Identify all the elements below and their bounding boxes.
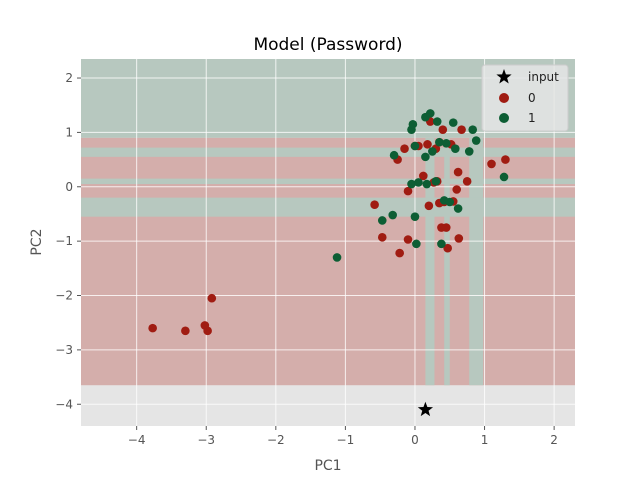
- point-1: [435, 137, 444, 147]
- legend-marker-input: [496, 69, 512, 84]
- decision-region-1-column: [425, 137, 435, 386]
- y-tick-label: 1: [65, 125, 73, 139]
- point-0: [441, 223, 451, 232]
- point-0: [207, 293, 217, 303]
- point-0: [424, 201, 434, 211]
- legend-label-input: input: [528, 70, 559, 84]
- x-axis-label: PC1: [314, 458, 341, 474]
- decision-region-1-row: [81, 147, 575, 157]
- y-tick-label: −4: [55, 397, 73, 411]
- decision-region-1-column: [469, 137, 484, 386]
- x-tick-label: −4: [128, 433, 146, 447]
- point-1: [414, 178, 423, 187]
- series-input: [417, 401, 434, 417]
- chart-title: Model (Password): [253, 35, 402, 55]
- series-1: [332, 109, 509, 262]
- x-axis: −4 −3 −2 −1 0 1 2: [128, 426, 558, 447]
- point-0: [438, 125, 448, 134]
- point-0: [423, 140, 432, 149]
- x-tick-label: −1: [337, 433, 355, 447]
- legend-marker-0: [499, 93, 509, 103]
- point-1: [407, 179, 416, 189]
- point-0: [370, 200, 379, 210]
- legend-label-0: 0: [528, 91, 536, 105]
- point-1: [332, 253, 342, 262]
- y-axis-label: PC2: [29, 228, 45, 255]
- point-1: [453, 204, 463, 213]
- point-0: [395, 248, 404, 258]
- decision-region-1-row: [81, 178, 575, 185]
- x-tick-label: 0: [411, 433, 419, 447]
- decision-region-1-column: [444, 137, 450, 386]
- point-1: [437, 239, 446, 249]
- point-0: [377, 233, 387, 242]
- point-0: [203, 326, 212, 336]
- point-1: [499, 172, 509, 182]
- point-0: [454, 234, 464, 243]
- point-0: [403, 186, 413, 196]
- point-1: [441, 138, 451, 148]
- point-1: [468, 125, 478, 134]
- point-0: [400, 144, 409, 154]
- point-1: [421, 152, 430, 162]
- point-0: [181, 326, 190, 336]
- point-input: [417, 401, 434, 417]
- point-0: [457, 125, 466, 134]
- point-1: [412, 239, 421, 249]
- point-1: [388, 210, 398, 220]
- point-1: [448, 118, 458, 127]
- point-1: [408, 119, 418, 129]
- point-0: [452, 185, 462, 194]
- point-1: [432, 117, 442, 126]
- x-tick-label: −2: [267, 433, 285, 447]
- y-tick-label: 2: [65, 71, 73, 85]
- legend-label-1: 1: [528, 111, 536, 125]
- y-tick-label: 0: [65, 180, 73, 194]
- point-1: [425, 109, 435, 118]
- y-tick-label: −2: [55, 289, 73, 303]
- y-axis: −4 −3 −2 −1 0 1 2: [55, 71, 81, 411]
- point-0: [148, 323, 157, 333]
- y-tick-label: −3: [55, 343, 73, 357]
- point-1: [410, 212, 420, 221]
- decision-region-1-row: [81, 197, 575, 217]
- point-1: [431, 177, 441, 186]
- point-0: [419, 171, 428, 181]
- point-0: [462, 177, 472, 186]
- point-1: [445, 197, 455, 207]
- point-1: [389, 150, 399, 160]
- x-tick-label: 2: [550, 433, 558, 447]
- point-1: [428, 147, 437, 156]
- point-0: [501, 155, 510, 164]
- point-1: [377, 216, 387, 225]
- point-1: [464, 147, 474, 156]
- x-tick-label: −3: [197, 433, 215, 447]
- point-0: [403, 235, 413, 244]
- point-0: [487, 159, 496, 169]
- legend-marker-1: [499, 113, 509, 123]
- point-1: [422, 179, 432, 189]
- point-0: [453, 167, 463, 177]
- legend: input 0 1: [481, 64, 569, 132]
- y-tick-label: −1: [55, 234, 73, 248]
- point-1: [471, 136, 481, 145]
- point-1: [451, 144, 460, 154]
- point-0: [443, 243, 452, 253]
- point-1: [410, 141, 420, 151]
- x-tick-label: 1: [481, 433, 489, 447]
